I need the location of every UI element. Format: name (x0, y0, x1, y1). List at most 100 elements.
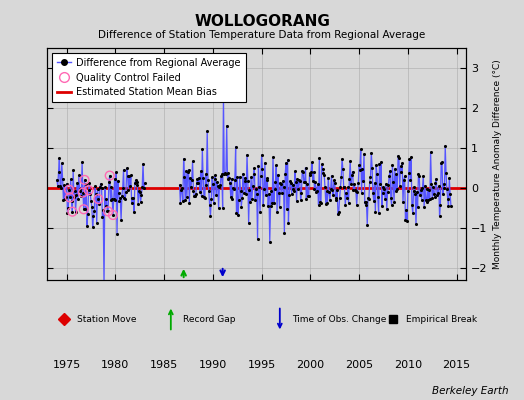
Point (421, 182, 429, 189)
Point (104, 208, 112, 214)
Point (241, 175, 249, 181)
Point (364, 195, 372, 201)
Point (136, 199, 145, 206)
Point (133, 179, 141, 185)
Point (342, 190, 351, 196)
Point (356, 146, 365, 152)
Point (220, 171, 228, 177)
Point (187, 184, 195, 190)
Point (275, 190, 283, 196)
Point (369, 198, 378, 204)
Text: 1990: 1990 (199, 360, 227, 370)
Point (398, 160, 407, 166)
Point (198, 193, 206, 200)
Point (414, 171, 423, 177)
Point (319, 166, 327, 172)
Point (177, 186, 185, 193)
Point (179, 198, 187, 204)
Point (366, 179, 374, 185)
Y-axis label: Monthly Temperature Anomaly Difference (°C): Monthly Temperature Anomaly Difference (… (493, 59, 503, 269)
Point (127, 172, 135, 179)
Point (279, 184, 288, 190)
Point (328, 172, 336, 179)
Point (201, 171, 210, 177)
Point (212, 192, 220, 199)
Point (377, 159, 385, 166)
Point (204, 177, 212, 183)
Point (53, 176, 61, 183)
Point (367, 150, 376, 156)
Point (254, 236, 262, 242)
Point (90, 208, 99, 214)
Point (80, 177, 89, 183)
Point (365, 196, 373, 202)
Point (299, 169, 307, 175)
Point (276, 180, 285, 186)
Point (334, 211, 342, 218)
Point (214, 204, 223, 211)
Point (125, 173, 134, 180)
Point (224, 170, 233, 176)
Point (53, 183, 62, 190)
Point (267, 188, 276, 194)
Point (130, 209, 138, 216)
Point (200, 194, 208, 200)
Point (217, 171, 226, 177)
Point (354, 180, 363, 186)
Point (208, 174, 216, 180)
Point (105, 172, 114, 179)
Point (369, 190, 377, 196)
Point (275, 204, 283, 210)
Point (205, 188, 213, 194)
Point (123, 173, 132, 180)
Point (427, 149, 435, 155)
Point (124, 187, 133, 193)
Point (111, 176, 119, 182)
Point (384, 189, 392, 196)
Point (232, 144, 240, 150)
Point (346, 158, 354, 164)
Point (206, 213, 215, 220)
Point (363, 222, 372, 228)
Point (199, 174, 208, 181)
Point (103, 208, 112, 214)
Point (286, 178, 294, 184)
Point (223, 122, 231, 129)
Point (375, 210, 383, 216)
Point (310, 186, 319, 192)
Point (340, 184, 348, 190)
Point (107, 184, 115, 190)
Point (84, 187, 93, 194)
Point (374, 194, 382, 200)
Point (87, 198, 95, 204)
Point (86, 190, 94, 197)
Point (420, 204, 428, 210)
Point (192, 180, 201, 186)
Point (326, 196, 334, 203)
Point (229, 184, 237, 191)
Point (78, 159, 86, 165)
Point (431, 180, 440, 186)
Point (323, 200, 332, 207)
Point (329, 191, 337, 198)
Point (66, 194, 74, 200)
Point (266, 238, 274, 245)
Point (225, 175, 233, 181)
Point (251, 197, 259, 204)
Point (126, 182, 134, 189)
Point (102, 196, 111, 202)
Point (75, 188, 84, 194)
Point (295, 177, 303, 183)
Point (96, 180, 105, 187)
Point (74, 172, 83, 179)
Point (213, 179, 221, 185)
Point (399, 199, 407, 205)
Point (387, 195, 395, 202)
Point (331, 195, 340, 201)
Point (68, 208, 77, 215)
Point (291, 168, 299, 174)
Point (348, 168, 357, 175)
Point (324, 174, 332, 181)
Point (121, 196, 129, 203)
Point (237, 203, 246, 210)
